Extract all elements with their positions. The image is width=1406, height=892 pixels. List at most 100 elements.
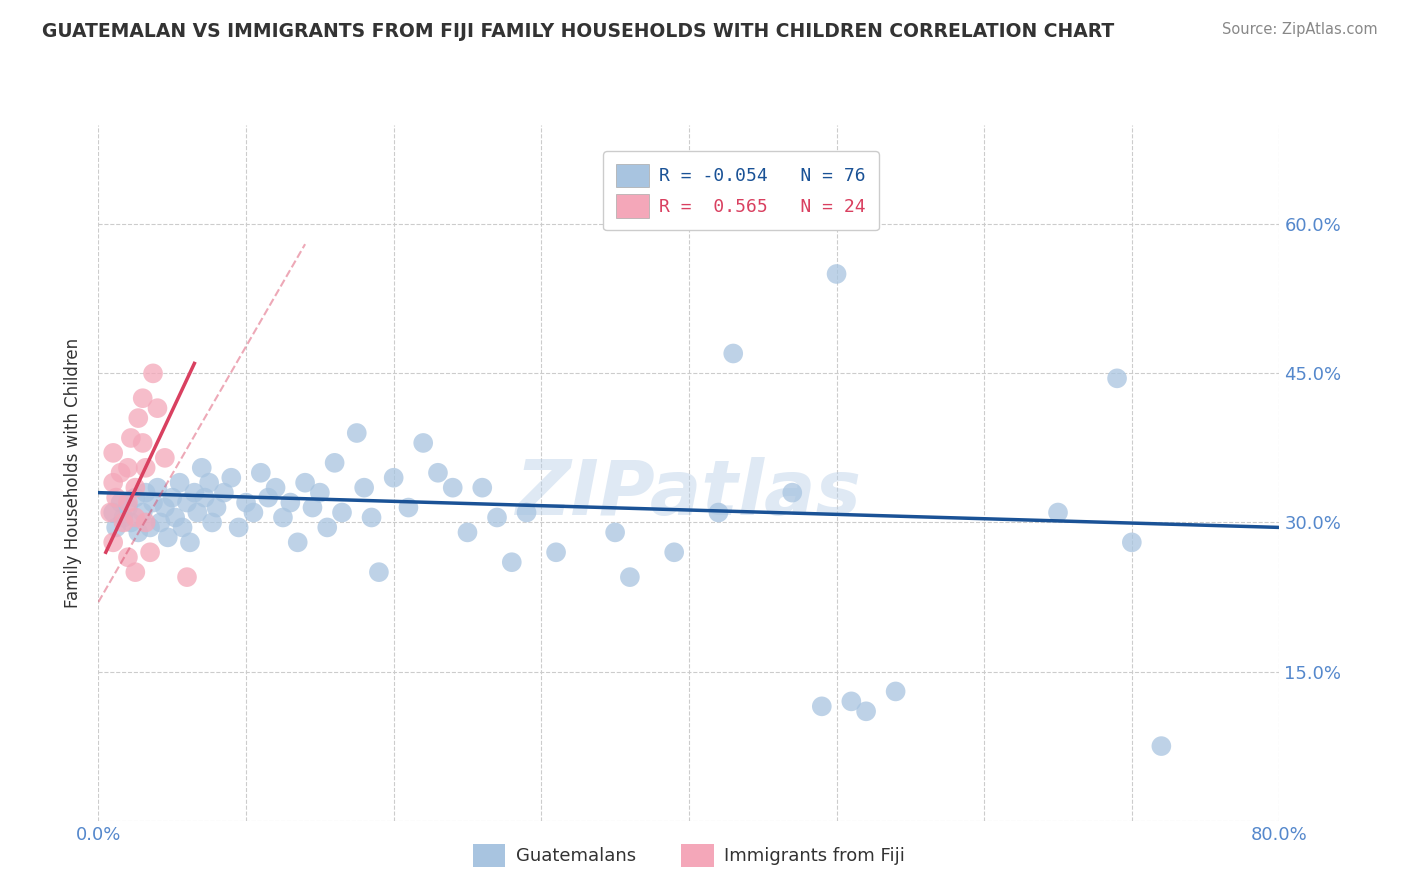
Point bbox=[105, 491, 128, 505]
Point bbox=[323, 456, 346, 470]
Point bbox=[132, 391, 155, 405]
Point bbox=[546, 545, 568, 559]
Point bbox=[723, 346, 745, 360]
Point bbox=[309, 485, 332, 500]
Point bbox=[142, 495, 165, 509]
Point bbox=[441, 481, 464, 495]
Point bbox=[191, 460, 214, 475]
Point bbox=[228, 520, 250, 534]
Point bbox=[124, 491, 146, 505]
Point bbox=[132, 436, 155, 450]
Point bbox=[105, 520, 128, 534]
Point bbox=[235, 495, 257, 509]
Text: GUATEMALAN VS IMMIGRANTS FROM FIJI FAMILY HOUSEHOLDS WITH CHILDREN CORRELATION C: GUATEMALAN VS IMMIGRANTS FROM FIJI FAMIL… bbox=[42, 22, 1115, 41]
Point bbox=[186, 506, 208, 520]
Point bbox=[884, 684, 907, 698]
Point bbox=[110, 466, 132, 480]
Point bbox=[172, 520, 194, 534]
Point bbox=[124, 510, 146, 524]
Point bbox=[271, 510, 294, 524]
Point bbox=[212, 485, 235, 500]
Point bbox=[117, 550, 139, 565]
Point bbox=[316, 520, 339, 534]
Point bbox=[120, 431, 142, 445]
Point bbox=[142, 367, 165, 381]
Point bbox=[205, 500, 228, 515]
Point bbox=[117, 500, 139, 515]
Point bbox=[165, 510, 187, 524]
Point bbox=[782, 485, 804, 500]
Point bbox=[360, 510, 382, 524]
Point bbox=[1046, 506, 1069, 520]
Point bbox=[501, 555, 523, 569]
Point bbox=[242, 506, 264, 520]
Point bbox=[605, 525, 627, 540]
Point bbox=[396, 500, 419, 515]
Text: Source: ZipAtlas.com: Source: ZipAtlas.com bbox=[1222, 22, 1378, 37]
Point bbox=[412, 436, 434, 450]
Point bbox=[153, 500, 176, 515]
Point bbox=[1150, 739, 1173, 753]
Point bbox=[117, 460, 139, 475]
Point bbox=[103, 446, 125, 460]
Point bbox=[112, 516, 135, 530]
Point bbox=[382, 471, 405, 485]
Point bbox=[619, 570, 641, 584]
Point bbox=[176, 570, 198, 584]
Point bbox=[294, 475, 316, 490]
Point bbox=[135, 516, 157, 530]
Point bbox=[264, 481, 287, 495]
Point bbox=[278, 495, 302, 509]
Point bbox=[156, 530, 179, 544]
Point bbox=[707, 506, 730, 520]
Point bbox=[368, 565, 391, 579]
Point bbox=[250, 466, 273, 480]
Point bbox=[183, 485, 205, 500]
Point bbox=[198, 475, 221, 490]
Point bbox=[149, 516, 172, 530]
Point bbox=[135, 460, 157, 475]
Point bbox=[103, 475, 125, 490]
Point bbox=[330, 506, 353, 520]
Point bbox=[664, 545, 686, 559]
Point bbox=[98, 506, 121, 520]
Y-axis label: Family Households with Children: Family Households with Children bbox=[65, 338, 83, 607]
Point bbox=[353, 481, 375, 495]
Point bbox=[117, 495, 139, 509]
Point bbox=[103, 506, 125, 520]
Point bbox=[1121, 535, 1143, 549]
Point bbox=[427, 466, 450, 480]
Point bbox=[120, 516, 142, 530]
Point bbox=[127, 525, 149, 540]
Legend: Guatemalans, Immigrants from Fiji: Guatemalans, Immigrants from Fiji bbox=[465, 837, 912, 874]
Point bbox=[841, 694, 863, 708]
Point bbox=[124, 565, 146, 579]
Point bbox=[201, 516, 224, 530]
Point bbox=[194, 491, 217, 505]
Point bbox=[179, 535, 201, 549]
Point bbox=[855, 704, 877, 718]
Point bbox=[515, 506, 537, 520]
Point bbox=[139, 545, 162, 559]
Point bbox=[456, 525, 478, 540]
Point bbox=[110, 495, 132, 509]
Point bbox=[486, 510, 509, 524]
Point bbox=[146, 481, 169, 495]
Point bbox=[139, 520, 162, 534]
Point bbox=[825, 267, 848, 281]
Point bbox=[162, 491, 183, 505]
Point bbox=[132, 506, 155, 520]
Point bbox=[127, 411, 149, 425]
Point bbox=[810, 699, 832, 714]
Point bbox=[346, 425, 368, 440]
Point bbox=[471, 481, 494, 495]
Point bbox=[135, 485, 157, 500]
Point bbox=[153, 450, 176, 465]
Point bbox=[257, 491, 280, 505]
Point bbox=[287, 535, 309, 549]
Text: ZIPatlas: ZIPatlas bbox=[516, 457, 862, 531]
Point bbox=[146, 401, 169, 416]
Point bbox=[103, 535, 125, 549]
Point bbox=[169, 475, 191, 490]
Point bbox=[219, 471, 242, 485]
